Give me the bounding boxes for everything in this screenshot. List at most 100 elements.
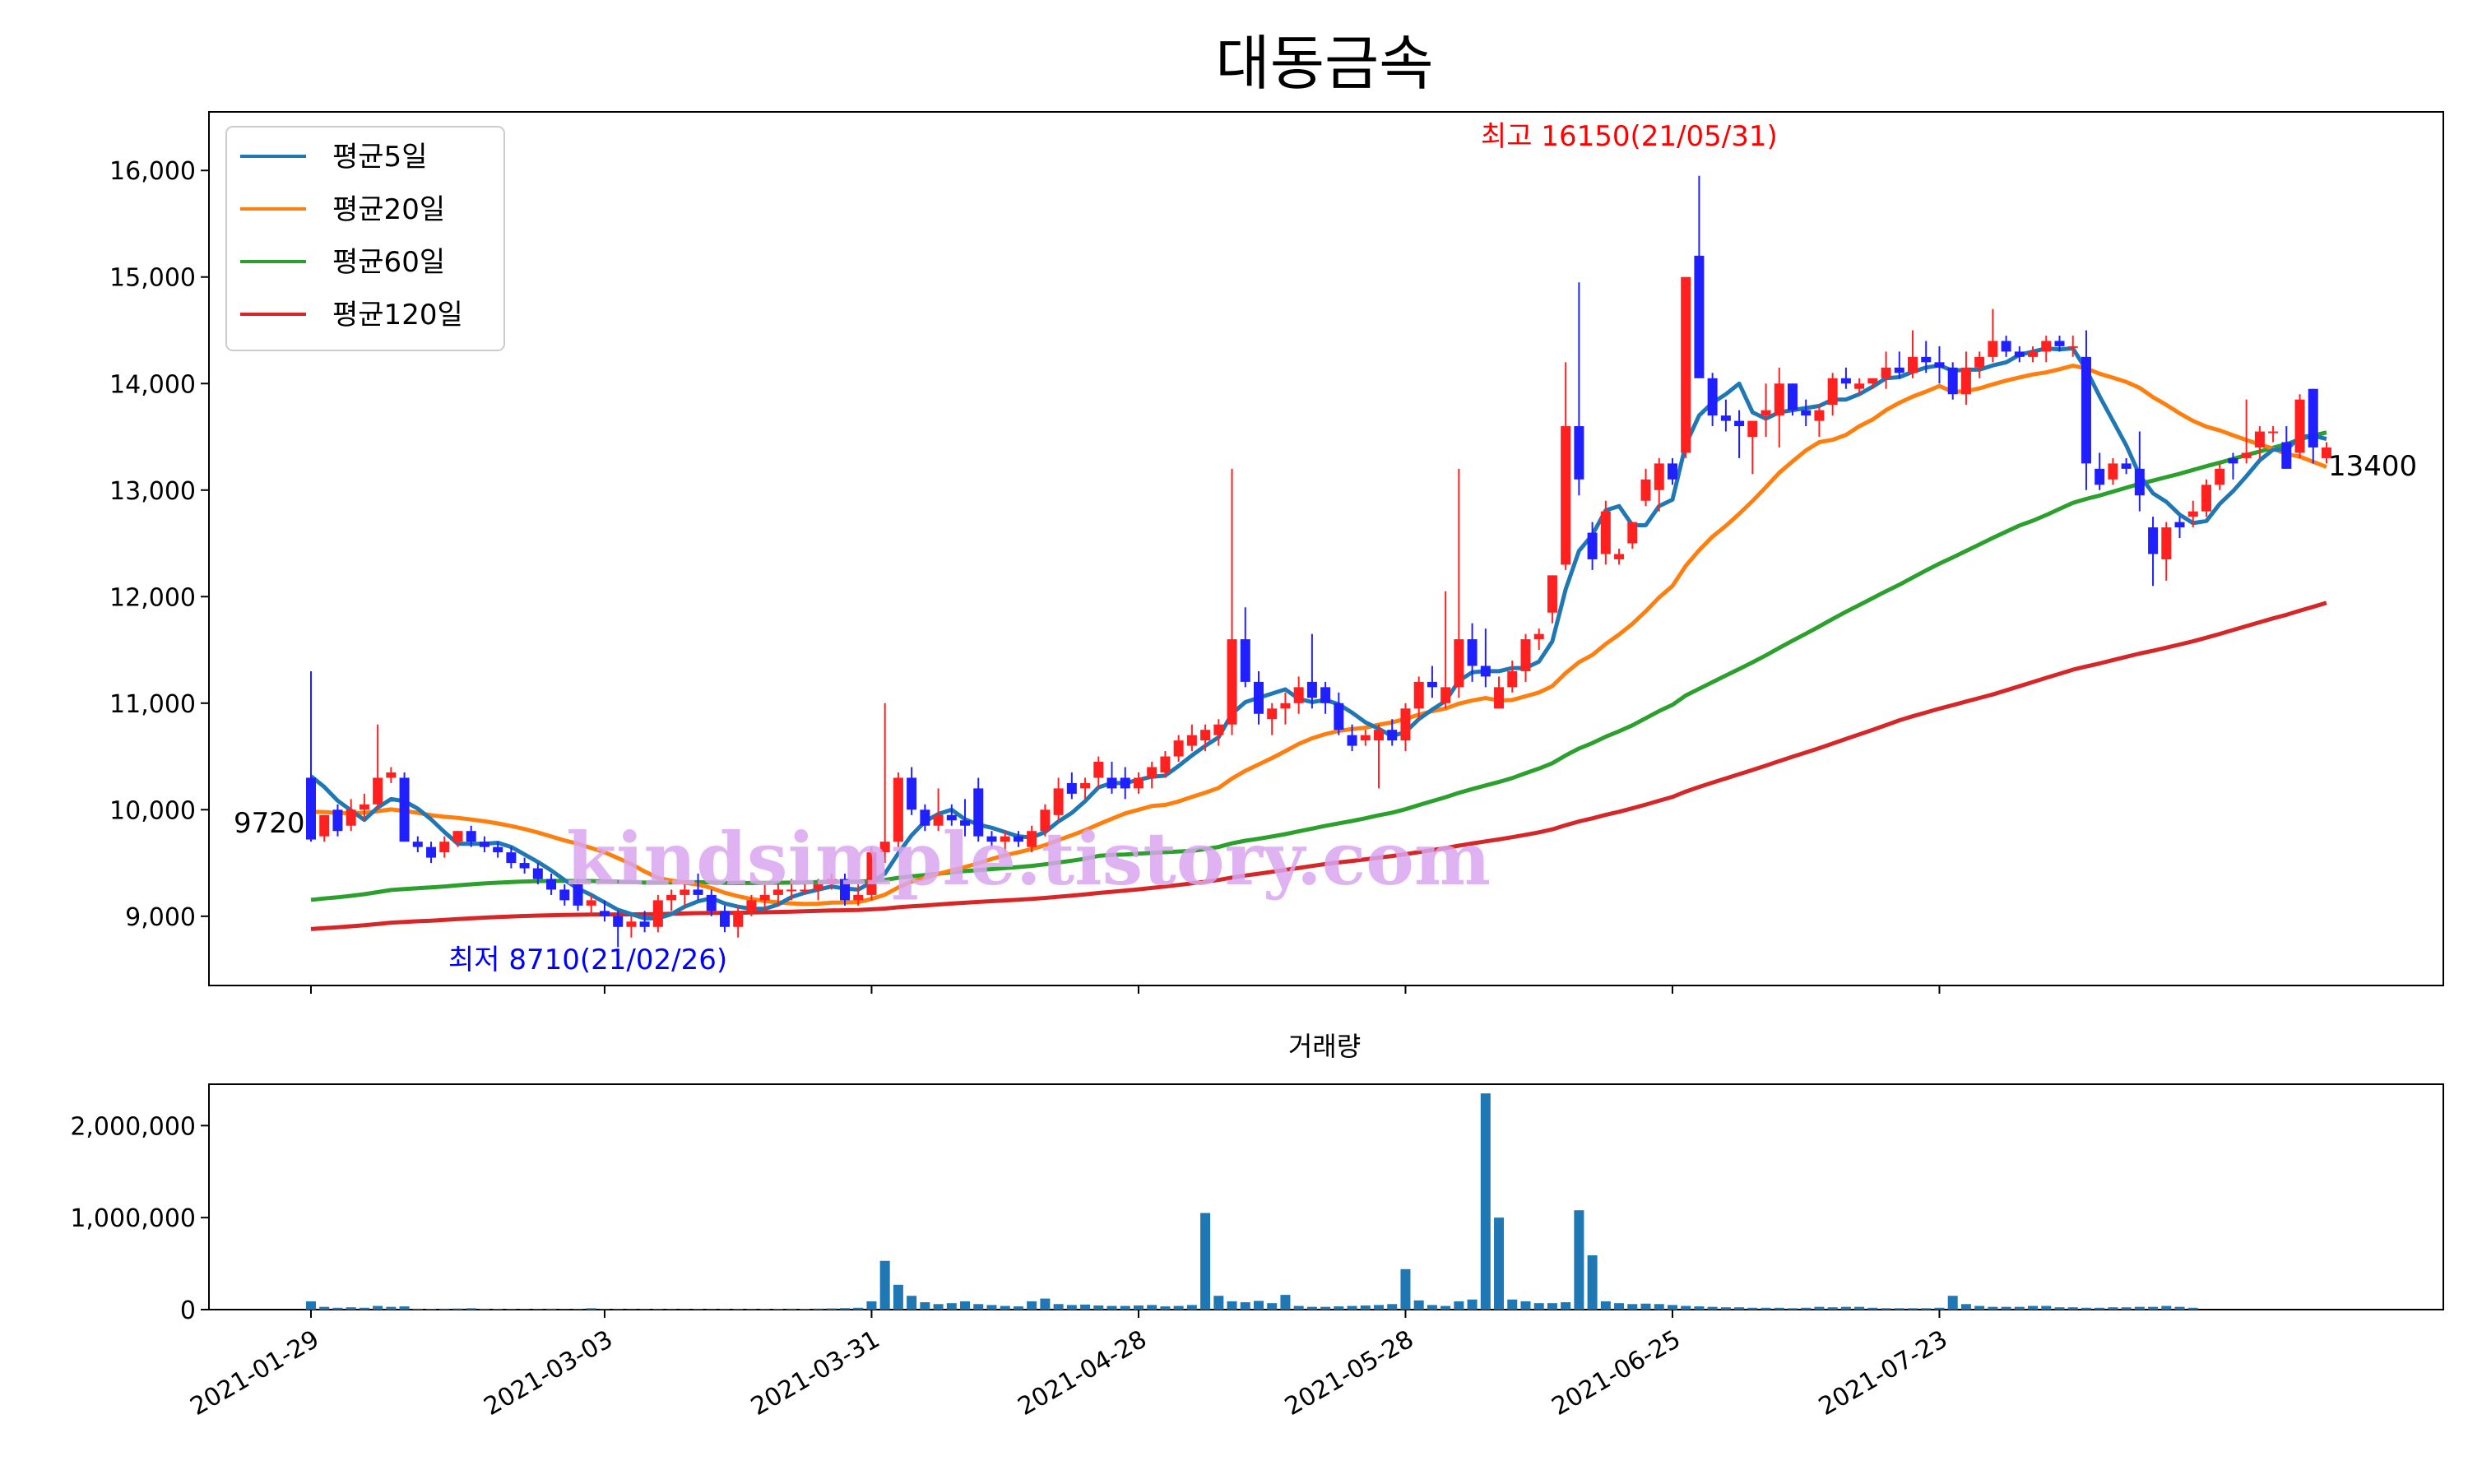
candle-body — [532, 868, 543, 879]
volume-bar — [1960, 1304, 1971, 1310]
chart-title: 대동금속 — [1216, 29, 1434, 98]
volume-bar — [680, 1309, 690, 1310]
volume-bar — [359, 1307, 369, 1310]
volume-bar — [1934, 1307, 1945, 1310]
candle-body — [1213, 724, 1224, 735]
candle-body — [1387, 730, 1398, 741]
volume-bar — [2174, 1306, 2185, 1310]
candle-body — [2322, 447, 2331, 458]
candle-body — [920, 809, 930, 826]
legend-box — [225, 126, 505, 351]
candle-body — [1306, 681, 1317, 698]
candle-body — [772, 889, 783, 895]
legend-label-ma60: 평균60일 — [332, 246, 445, 279]
candle-body — [893, 777, 903, 842]
volume-bar — [1066, 1305, 1077, 1310]
volume-bar — [1561, 1302, 1571, 1310]
volume-bar — [1600, 1301, 1611, 1310]
candle-body — [1960, 367, 1971, 395]
candle-body — [1667, 463, 1677, 480]
volume-bar — [479, 1308, 489, 1310]
volume-bar — [973, 1304, 984, 1310]
volume-bar — [840, 1308, 851, 1310]
candle-body — [2081, 356, 2091, 464]
volume-bar — [1440, 1305, 1451, 1310]
volume-bar — [1747, 1307, 1758, 1310]
volume-bar — [1186, 1305, 1197, 1310]
candle-body — [719, 911, 730, 927]
candle-body — [986, 836, 997, 842]
candle-body — [559, 889, 570, 901]
volume-bar — [1814, 1306, 1825, 1310]
watermark: kindsimple.tistory.com — [566, 816, 1491, 902]
candle-body — [746, 900, 757, 911]
candle-body — [1000, 836, 1010, 842]
volume-bar — [1320, 1306, 1331, 1310]
volume-bar — [652, 1309, 663, 1310]
volume-bar — [1533, 1303, 1544, 1310]
volume-bar — [1334, 1306, 1344, 1310]
candle-body — [706, 894, 717, 911]
volume-bar — [1761, 1307, 1771, 1310]
candle-body — [479, 842, 489, 847]
volume-bar — [532, 1309, 543, 1310]
volume-bar — [1881, 1308, 1891, 1310]
volume-bar — [412, 1308, 423, 1310]
volume-bar — [1147, 1305, 1157, 1310]
volume-bar — [2187, 1307, 2198, 1310]
volume-bar — [466, 1308, 476, 1310]
candle-body — [2108, 463, 2118, 480]
volume-bar — [1160, 1306, 1171, 1310]
volume-bar — [772, 1308, 783, 1310]
candle-body — [973, 788, 984, 837]
volume-bar — [960, 1301, 971, 1310]
volume-bar — [1080, 1304, 1091, 1310]
candle-body — [1974, 356, 1985, 368]
candle-body — [1374, 730, 1385, 741]
candle-body — [1280, 703, 1291, 709]
volume-bar — [1587, 1255, 1598, 1310]
candle-body — [1186, 735, 1197, 746]
candle-body — [2228, 457, 2238, 464]
volume-bar — [426, 1309, 437, 1310]
volume-bar — [907, 1296, 917, 1310]
volume-bar — [1093, 1305, 1104, 1310]
volume-bar — [2067, 1307, 2078, 1310]
volume-bar — [1840, 1306, 1851, 1310]
candle-body — [1720, 415, 1731, 421]
volume-bar — [1801, 1307, 1812, 1310]
candle-body — [319, 814, 330, 837]
volume-bar — [1454, 1301, 1464, 1310]
candle-body — [1747, 420, 1758, 438]
candle-body — [2148, 527, 2159, 554]
candle-body — [1253, 681, 1264, 714]
volume-bar — [2028, 1305, 2039, 1310]
candle-body — [1320, 687, 1331, 703]
candle-body — [2174, 522, 2185, 528]
volume-bar — [733, 1309, 744, 1310]
volume-bar — [1200, 1213, 1211, 1310]
volume-bar — [2041, 1305, 2052, 1310]
candle-body — [452, 831, 463, 842]
x-tick-label: 2021-06-25 — [1547, 1325, 1685, 1421]
candle-body — [2308, 388, 2318, 448]
volume-bar — [613, 1309, 624, 1310]
candle-body — [1774, 383, 1784, 416]
candle-body — [1854, 383, 1865, 389]
candle-body — [1827, 378, 1838, 406]
volume-bar — [1827, 1307, 1838, 1310]
volume-bar — [439, 1308, 450, 1310]
volume-bar — [2095, 1307, 2105, 1310]
volume-bar — [1000, 1305, 1010, 1310]
volume-bar — [1374, 1305, 1385, 1310]
volume-bar — [1787, 1308, 1798, 1310]
candle-body — [813, 883, 823, 890]
volume-bar — [493, 1309, 503, 1310]
volume-bar — [1707, 1306, 1718, 1310]
volume-panel: 0 1,000,000 2,000,000 2021-01-29 2021-03-03… — [70, 1083, 2444, 1421]
volume-bar — [626, 1309, 637, 1310]
x-tick-label: 2021-07-23 — [1814, 1325, 1952, 1421]
volume-bar — [1227, 1301, 1237, 1310]
high-annotation: 최고 16150(21/05/31) — [1481, 120, 1778, 153]
volume-y-ticks: 0 1,000,000 2,000,000 — [70, 1112, 209, 1325]
